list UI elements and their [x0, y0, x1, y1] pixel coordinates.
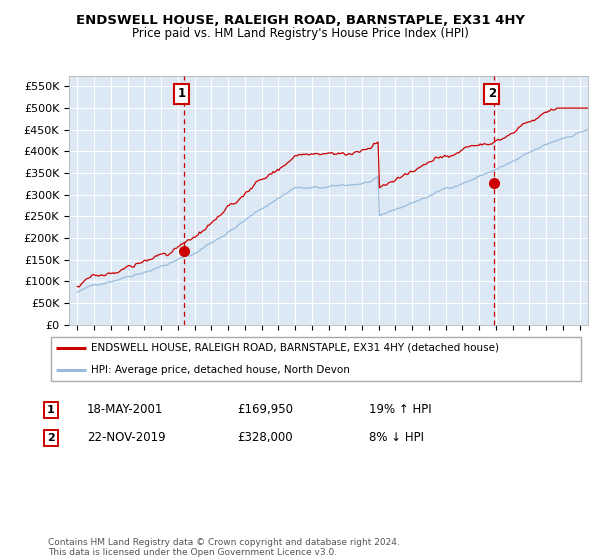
FancyBboxPatch shape — [50, 337, 581, 381]
Text: Contains HM Land Registry data © Crown copyright and database right 2024.
This d: Contains HM Land Registry data © Crown c… — [48, 538, 400, 557]
Text: 8% ↓ HPI: 8% ↓ HPI — [369, 431, 424, 445]
Text: ENDSWELL HOUSE, RALEIGH ROAD, BARNSTAPLE, EX31 4HY (detached house): ENDSWELL HOUSE, RALEIGH ROAD, BARNSTAPLE… — [91, 343, 499, 353]
Text: HPI: Average price, detached house, North Devon: HPI: Average price, detached house, Nort… — [91, 365, 350, 375]
Text: 2: 2 — [488, 87, 496, 100]
Text: 18-MAY-2001: 18-MAY-2001 — [87, 403, 163, 417]
Text: 19% ↑ HPI: 19% ↑ HPI — [369, 403, 431, 417]
Text: Price paid vs. HM Land Registry's House Price Index (HPI): Price paid vs. HM Land Registry's House … — [131, 27, 469, 40]
Text: 22-NOV-2019: 22-NOV-2019 — [87, 431, 166, 445]
Text: £328,000: £328,000 — [237, 431, 293, 445]
Text: 1: 1 — [47, 405, 55, 415]
Text: ENDSWELL HOUSE, RALEIGH ROAD, BARNSTAPLE, EX31 4HY: ENDSWELL HOUSE, RALEIGH ROAD, BARNSTAPLE… — [76, 14, 524, 27]
Text: 1: 1 — [178, 87, 186, 100]
Text: £169,950: £169,950 — [237, 403, 293, 417]
Text: 2: 2 — [47, 433, 55, 443]
